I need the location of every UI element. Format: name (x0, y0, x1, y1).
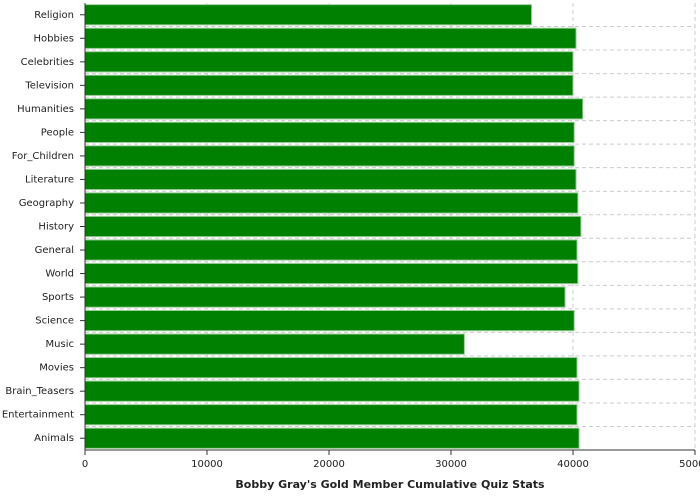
y-tick-label: Humanities (17, 104, 74, 115)
y-tick-label: Literature (25, 174, 74, 185)
bar (84, 51, 574, 73)
bar (84, 427, 580, 449)
y-tick-label: General (35, 245, 74, 256)
bar (84, 286, 566, 308)
x-tick-label: 10000 (191, 459, 223, 470)
x-tick-label: 50000 (679, 459, 700, 470)
bar (84, 357, 578, 379)
y-tick-label: Celebrities (21, 57, 74, 68)
x-tick-label: 40000 (557, 459, 589, 470)
y-tick-label: Brain_Teasers (5, 386, 74, 397)
bar (84, 380, 580, 402)
bar (84, 262, 579, 285)
bar (84, 404, 578, 426)
bar (84, 215, 582, 238)
bar (84, 4, 533, 26)
y-tick-label: History (38, 222, 74, 233)
y-tick-label: Religion (34, 10, 74, 21)
bar (84, 121, 575, 144)
bar (84, 309, 575, 332)
y-tick-label: People (41, 127, 74, 138)
y-tick-label: Animals (34, 433, 74, 444)
y-tick-label: Science (35, 316, 74, 327)
x-tick-label: 20000 (313, 459, 345, 470)
y-tick-label: Hobbies (34, 33, 74, 44)
y-tick-label: Music (46, 339, 74, 350)
y-tick-label: Movies (39, 363, 74, 374)
y-tick-label: Television (24, 80, 74, 91)
y-tick-label: Entertainment (2, 410, 74, 421)
bar (84, 192, 579, 214)
bar (84, 27, 577, 49)
bar (84, 168, 577, 191)
bar (84, 145, 575, 167)
y-tick-label: Sports (42, 292, 74, 303)
x-tick-label: 0 (82, 459, 88, 470)
bar (84, 98, 584, 120)
bar (84, 333, 465, 355)
x-axis-label: Bobby Gray's Gold Member Cumulative Quiz… (235, 478, 545, 491)
x-tick-label: 30000 (435, 459, 467, 470)
y-tick-label: World (45, 269, 74, 280)
bar (84, 239, 578, 261)
bar (84, 74, 574, 96)
y-tick-label: Geography (19, 198, 74, 209)
y-tick-label: For_Children (12, 151, 74, 162)
